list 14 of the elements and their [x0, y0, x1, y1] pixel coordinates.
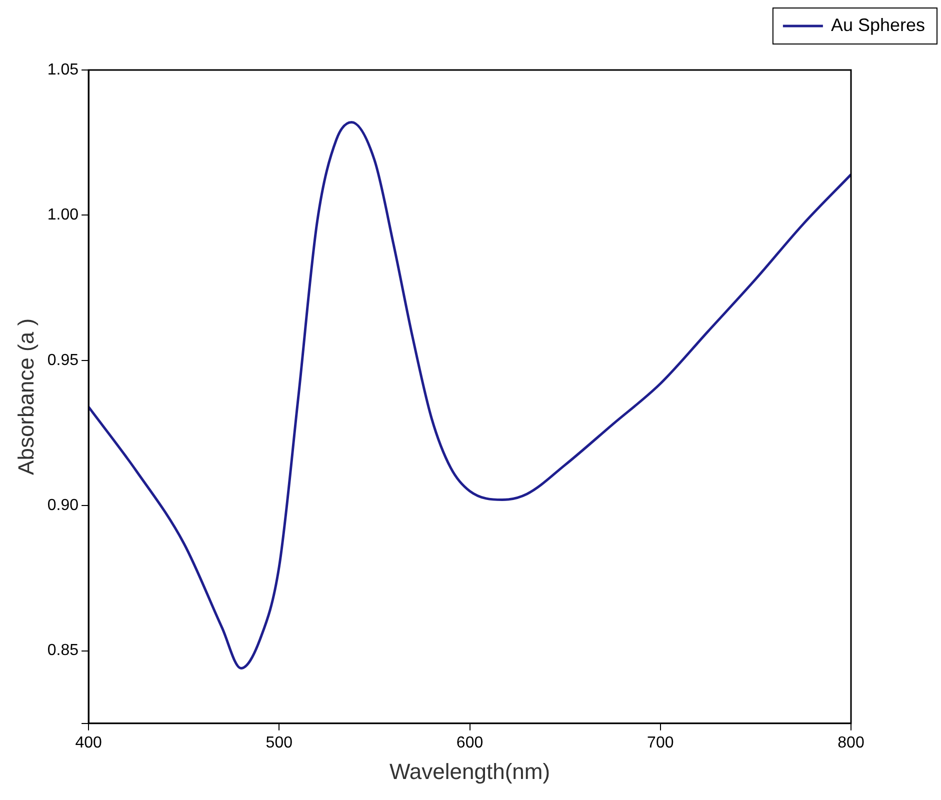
x-axis-title: Wavelength(nm): [389, 758, 550, 784]
x-tick-label: 400: [75, 734, 102, 752]
line-series: [88, 121, 851, 670]
y-tick-label: 0.95: [47, 352, 79, 369]
x-tick-label: 600: [456, 734, 484, 752]
y-axis-title: Absorbance (a ): [13, 318, 38, 475]
x-tick-label: 700: [647, 734, 674, 752]
x-tick-label: 800: [838, 734, 864, 752]
legend-label: Au Spheres: [830, 14, 925, 35]
y-tick-label: 1.05: [47, 61, 79, 78]
y-tick-label: 1.00: [47, 206, 79, 224]
y-tick-label: 0.85: [47, 642, 79, 660]
y-tick-label: 0.90: [47, 497, 79, 514]
x-tick-label: 500: [266, 734, 293, 752]
